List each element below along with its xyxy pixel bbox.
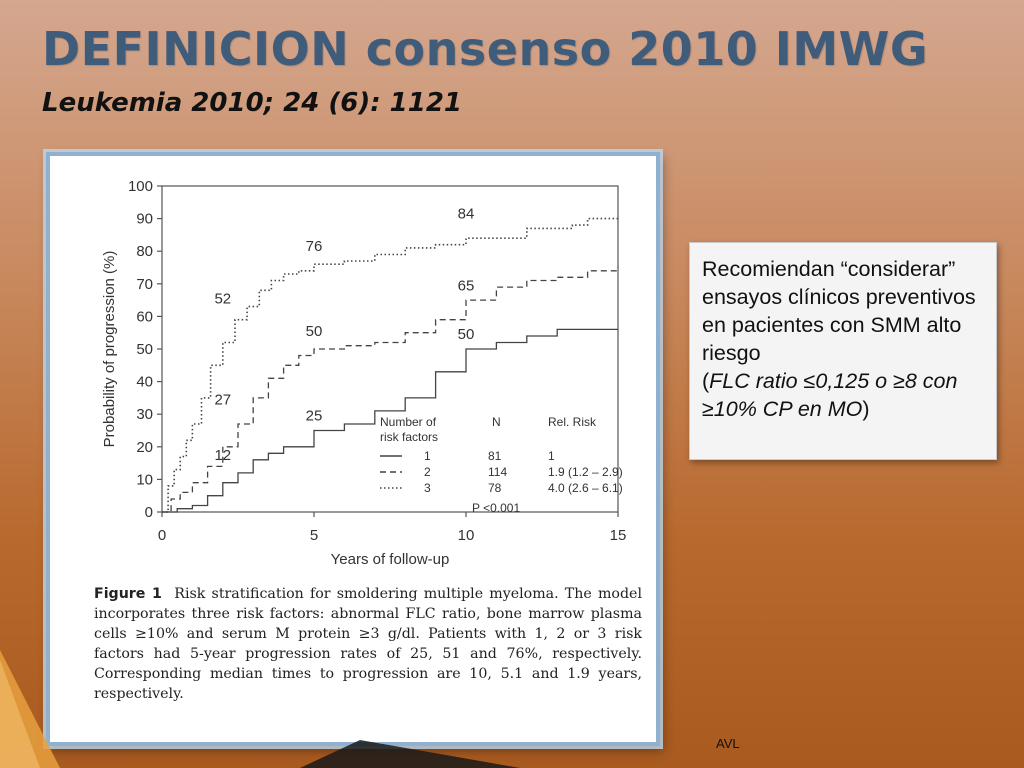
legend-p-value: P <0.001 (472, 501, 520, 515)
legend-risk: 1 (548, 449, 555, 463)
figure-panel: 0 10 20 30 40 50 60 70 80 90 100 0 5 10 15 Years of fol… (46, 152, 660, 746)
curve-annotation: 84 (458, 206, 475, 223)
curve-annotation: 25 (306, 408, 323, 425)
slide-subtitle: Leukemia 2010; 24 (6): 1121 (42, 88, 463, 118)
y-tick-label: 90 (136, 211, 153, 228)
caption-label: Figure 1 (94, 586, 162, 602)
callout-close-paren: ) (862, 397, 870, 421)
legend-factors: 2 (424, 465, 431, 479)
y-tick-label: 40 (136, 374, 153, 391)
progression-chart: 0 10 20 30 40 50 60 70 80 90 100 0 5 10 15 Years of fol… (101, 178, 627, 568)
curve-annotation: 50 (306, 323, 323, 340)
y-tick-label: 0 (145, 504, 153, 521)
x-axis-label: Years of follow-up (331, 551, 450, 568)
series-line-3 (162, 217, 618, 513)
curve-annotation: 12 (214, 447, 231, 464)
x-tick-label: 15 (610, 527, 627, 544)
legend-n: 114 (488, 465, 507, 479)
legend-header-n: N (492, 415, 501, 429)
curve-annotation: 52 (214, 290, 231, 307)
footer-initials: AVL (716, 736, 740, 751)
recommendation-callout: Recomiendan “considerar” ensayos clínico… (689, 242, 997, 460)
curve-annotation: 27 (214, 391, 231, 408)
legend-header-factors: Number of (380, 415, 437, 429)
legend-risk: 1.9 (1.2 – 2.9) (548, 465, 623, 479)
figure-caption: Figure 1 Risk stratification for smolder… (94, 584, 642, 704)
legend-header-factors-line2: risk factors (380, 430, 438, 444)
y-tick-label: 50 (136, 341, 153, 358)
y-tick-label: 80 (136, 243, 153, 260)
legend-header-risk: Rel. Risk (548, 415, 597, 429)
callout-open-paren: ( (702, 369, 710, 393)
y-tick-label: 60 (136, 308, 153, 325)
series-line-1 (162, 328, 618, 513)
caption-text: Risk stratification for smoldering multi… (94, 586, 642, 702)
y-tick-label: 100 (128, 178, 153, 195)
y-tick-label: 30 (136, 406, 153, 423)
x-tick-label: 0 (158, 527, 166, 544)
callout-main-text: Recomiendan “considerar” ensayos clínico… (702, 257, 976, 365)
x-tick-label: 5 (310, 527, 318, 544)
curve-annotation: 65 (458, 277, 475, 294)
legend-n: 78 (488, 481, 502, 495)
curve-annotation: 76 (306, 238, 323, 255)
legend-factors: 1 (424, 449, 431, 463)
x-tick-label: 10 (458, 527, 475, 544)
series-line-2 (162, 267, 619, 513)
legend-factors: 3 (424, 481, 431, 495)
y-tick-label: 10 (136, 471, 153, 488)
y-tick-label: 70 (136, 276, 153, 293)
callout-criteria: FLC ratio ≤0,125 o ≥8 con ≥10% CP en MO (702, 369, 958, 421)
y-axis-label: Probability of progression (%) (101, 251, 118, 448)
y-tick-label: 20 (136, 439, 153, 456)
corner-decoration (0, 650, 520, 768)
curve-annotation: 50 (458, 326, 475, 343)
slide-title: DEFINICION consenso 2010 IMWG (42, 22, 929, 76)
legend-risk: 4.0 (2.6 – 6.1) (548, 481, 623, 495)
legend-n: 81 (488, 449, 502, 463)
